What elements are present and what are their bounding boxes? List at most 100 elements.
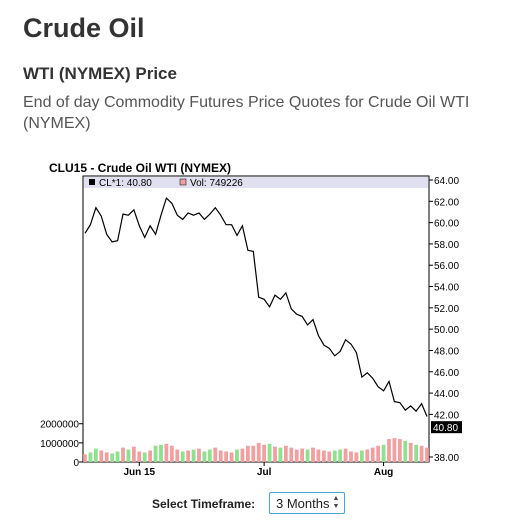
volume-bar (397, 439, 402, 462)
volume-bar (159, 444, 163, 462)
price-tick-label: 44.00 (434, 389, 459, 400)
volume-bar (202, 451, 207, 462)
timeframe-stepper[interactable]: ▲ ▼ (331, 495, 341, 511)
price-tick-label: 46.00 (434, 368, 459, 379)
page-description: End of day Commodity Futures Price Quote… (23, 94, 470, 132)
volume-bar (218, 450, 223, 462)
legend-price-swatch (89, 179, 95, 185)
price-tick-label: 52.00 (434, 304, 459, 315)
legend-band (84, 177, 428, 188)
price-tick-label: 48.00 (434, 346, 459, 357)
volume-bar (359, 450, 364, 462)
plot-frame (82, 175, 430, 463)
volume-bar (213, 447, 218, 462)
volume-bar (131, 446, 136, 462)
volume-bar (419, 445, 424, 462)
volume-bar (153, 445, 158, 462)
volume-bar (245, 445, 250, 462)
volume-bar (283, 445, 288, 462)
volume-bar (321, 450, 326, 462)
price-tick-label: 56.00 (434, 261, 459, 272)
volume-bar (311, 447, 315, 462)
chevron-down-icon[interactable]: ▼ (332, 503, 340, 510)
volume-bar (224, 451, 229, 462)
volume-bar (381, 444, 386, 462)
volume-bar (370, 447, 375, 462)
volume-bar (169, 445, 174, 462)
volume-bar (110, 453, 115, 462)
price-tick-label: 38.00 (434, 453, 459, 464)
x-tick-label: Jun 15 (123, 467, 155, 478)
volume-bar (164, 443, 169, 462)
volume-bar (414, 444, 419, 462)
volume-bar (327, 451, 332, 462)
volume-bar (240, 448, 245, 462)
volume-bar (148, 450, 153, 462)
legend-volume-swatch (179, 178, 187, 186)
volume-bar (191, 449, 196, 462)
volume-bar (349, 451, 353, 462)
volume-bar (142, 452, 147, 462)
timeframe-label: Select Timeframe: (152, 497, 256, 511)
volume-bar (387, 439, 391, 462)
volume-bar (403, 440, 408, 462)
volume-bar (262, 444, 267, 462)
chevron-up-icon[interactable]: ▲ (332, 495, 340, 502)
volume-bar (251, 445, 256, 462)
chart-title: CLU15 - Crude Oil WTI (NYMEX) (49, 161, 232, 175)
price-tick-label: 64.00 (434, 176, 459, 187)
volume-bar (121, 447, 125, 462)
page-subtitle: WTI (NYMEX) Price (23, 64, 177, 83)
volume-bar (305, 449, 310, 462)
timeframe-select[interactable]: 3 Months ▲ ▼ (269, 492, 345, 514)
volume-bar (376, 445, 381, 462)
volume-bar (115, 451, 120, 462)
volume-bar (343, 448, 348, 462)
volume-bar (186, 450, 191, 462)
volume-bar (392, 438, 397, 462)
volume-bar (126, 449, 131, 462)
volume-bar (300, 448, 305, 462)
volume-bar (338, 449, 343, 462)
volume-bar (294, 449, 299, 462)
legend-volume-label: Vol: 749226 (190, 178, 243, 189)
volume-bar (88, 452, 93, 462)
price-series-line (84, 196, 428, 417)
volume-bar (207, 449, 212, 462)
price-tick-label: 62.00 (434, 197, 459, 208)
volume-bar (99, 450, 104, 462)
volume-bar (235, 449, 239, 462)
volume-bar (365, 449, 370, 462)
volume-bar (256, 442, 261, 462)
volume-bar (316, 449, 321, 462)
volume-tick-label: 1000000 (40, 439, 79, 450)
volume-bar (425, 447, 429, 462)
price-tick-label: 60.00 (434, 219, 459, 230)
last-price-label: 40.80 (433, 423, 458, 434)
volume-bar (278, 447, 283, 462)
last-price-box (431, 421, 462, 434)
volume-bar (180, 451, 185, 462)
price-tick-label: 58.00 (434, 240, 459, 251)
volume-bar (289, 447, 294, 462)
x-tick-label: Aug (374, 467, 393, 478)
legend-price-label: CL*1: 40.80 (99, 178, 152, 189)
volume-bar (354, 452, 359, 462)
volume-tick-label: 2000000 (40, 420, 79, 431)
price-chart: CL*1: 40.80 Vol: 749226 64.00 62.00 60.00 58.… (40, 175, 462, 478)
volume-bar (137, 451, 142, 462)
volume-bar (332, 450, 337, 462)
volume-tick-label: 0 (73, 458, 79, 469)
price-tick-label: 50.00 (434, 325, 459, 336)
page-title: Crude Oil (23, 13, 145, 43)
volume-bar (408, 442, 413, 462)
volume-bar (83, 454, 87, 462)
price-tick-label: 54.00 (434, 283, 459, 294)
volume-bar (197, 448, 201, 462)
volume-bar (175, 449, 180, 462)
price-tick-label: 42.00 (434, 410, 459, 421)
timeframe-value: 3 Months (276, 495, 330, 511)
volume-bar (267, 443, 272, 462)
volume-bar (273, 446, 277, 462)
x-tick-label: Jul (257, 467, 272, 478)
